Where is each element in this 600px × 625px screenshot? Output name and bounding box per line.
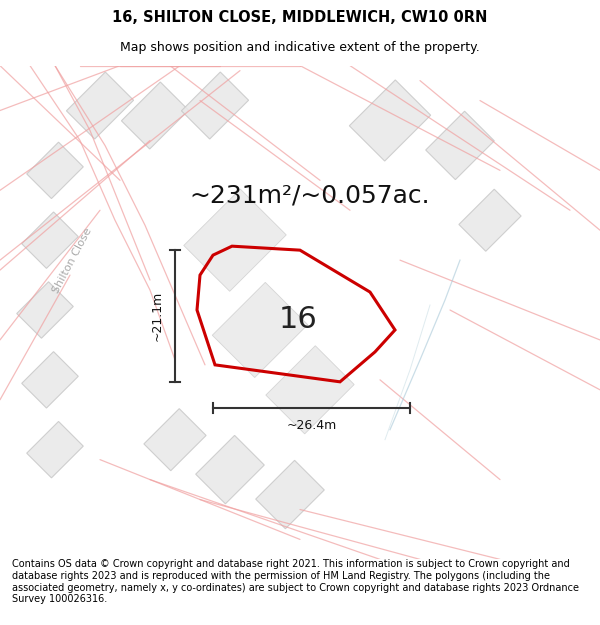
Text: 16, SHILTON CLOSE, MIDDLEWICH, CW10 0RN: 16, SHILTON CLOSE, MIDDLEWICH, CW10 0RN xyxy=(112,10,488,25)
Text: 16: 16 xyxy=(278,306,317,334)
Polygon shape xyxy=(256,461,324,529)
Polygon shape xyxy=(349,80,431,161)
Polygon shape xyxy=(67,72,134,139)
Polygon shape xyxy=(27,421,83,478)
Polygon shape xyxy=(121,82,188,149)
Polygon shape xyxy=(22,212,78,268)
Text: Map shows position and indicative extent of the property.: Map shows position and indicative extent… xyxy=(120,41,480,54)
Polygon shape xyxy=(144,409,206,471)
Polygon shape xyxy=(196,436,264,504)
Polygon shape xyxy=(17,282,73,338)
Polygon shape xyxy=(426,111,494,179)
Text: ~26.4m: ~26.4m xyxy=(286,419,337,432)
Polygon shape xyxy=(184,189,286,291)
Polygon shape xyxy=(459,189,521,251)
Text: ~231m²/~0.057ac.: ~231m²/~0.057ac. xyxy=(190,183,430,208)
Polygon shape xyxy=(27,142,83,199)
Text: ~21.1m: ~21.1m xyxy=(151,291,163,341)
Polygon shape xyxy=(22,352,78,408)
Text: Contains OS data © Crown copyright and database right 2021. This information is : Contains OS data © Crown copyright and d… xyxy=(12,559,579,604)
Text: Shilton Close: Shilton Close xyxy=(50,226,94,294)
Polygon shape xyxy=(212,282,308,378)
Polygon shape xyxy=(181,72,248,139)
Polygon shape xyxy=(266,346,354,434)
